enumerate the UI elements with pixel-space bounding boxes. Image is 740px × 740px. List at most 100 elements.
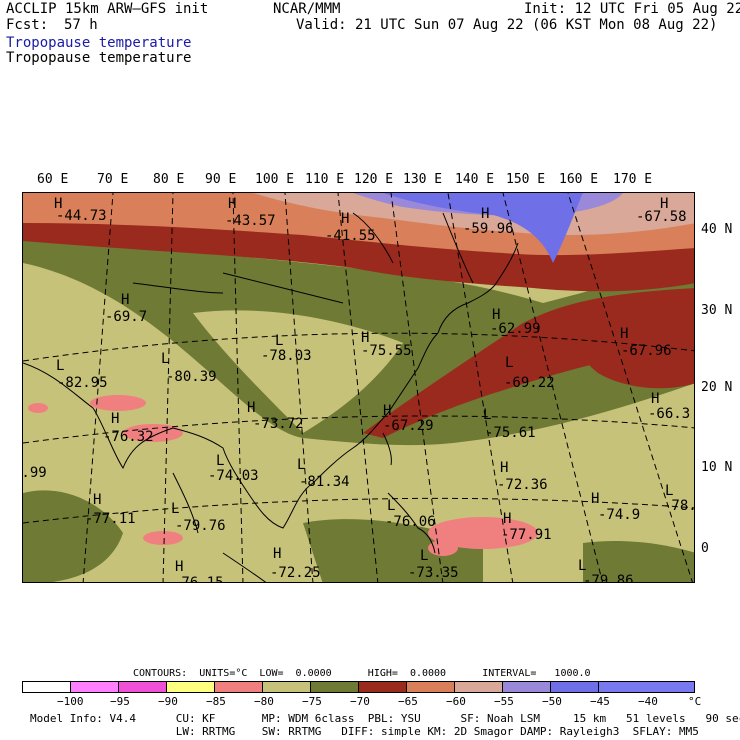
marker-value: -77.91 [501, 527, 552, 543]
marker-value: -75.61 [485, 425, 536, 441]
marker-value: -67.29 [383, 418, 434, 434]
marker-value: -43.57 [225, 213, 276, 229]
colorbar-swatch [406, 681, 455, 693]
marker-value: -81.34 [299, 474, 350, 490]
pressure-marker-high: H [620, 326, 629, 342]
marker-value: -82.95 [57, 375, 108, 391]
pressure-marker-low: L [420, 548, 429, 564]
pressure-marker-high: H [660, 196, 669, 212]
pressure-marker-low: L [161, 351, 170, 367]
lon-label: 170 E [613, 172, 653, 187]
init-time: Init: 12 UTC Fri 05 Aug 22 [524, 1, 740, 17]
contours-info: CONTOURS: UNITS=°C LOW= 0.0000 HIGH= 0.0… [133, 668, 591, 679]
pressure-marker-high: H [503, 511, 512, 527]
colorbar-swatch [598, 681, 695, 693]
colorbar-label: −100 [57, 695, 84, 708]
pressure-marker-high: H [481, 206, 490, 222]
lat-label: 0 [701, 541, 709, 556]
colorbar-swatch [214, 681, 263, 693]
marker-value: -73.72 [253, 416, 304, 432]
pressure-marker-high: H [651, 391, 660, 407]
pressure-marker-high: H [273, 546, 282, 562]
colorbar-label: −40 [638, 695, 658, 708]
lat-label: 40 N [701, 222, 733, 237]
marker-value: -74.03 [208, 468, 259, 484]
lon-label: 120 E [354, 172, 394, 187]
pressure-marker-high: H [383, 403, 392, 419]
model-info-line2: LW: RRTMG SW: RRTMG DIFF: simple KM: 2D … [30, 725, 699, 738]
colorbar-label: −75 [302, 695, 322, 708]
colorbar-swatch [358, 681, 407, 693]
map-shading [23, 193, 694, 582]
marker-value: -77.11 [85, 511, 136, 527]
pressure-marker-high: H [591, 491, 600, 507]
colorbar-label: −80 [254, 695, 274, 708]
marker-value: -78.03 [261, 348, 312, 364]
colorbar-label: −45 [590, 695, 610, 708]
valid-time: Valid: 21 UTC Sun 07 Aug 22 (06 KST Mon … [296, 17, 718, 33]
pressure-marker-low: L [578, 558, 587, 574]
pressure-marker-low: L [665, 483, 674, 499]
lon-label: 150 E [506, 172, 546, 187]
pressure-marker-low: L [171, 501, 180, 517]
field-title-contour: Tropopause temperature [6, 50, 192, 66]
lon-label: 130 E [403, 172, 443, 187]
model-title: ACCLIP 15km ARW–GFS init [6, 1, 209, 17]
colorbar-label: −65 [398, 695, 418, 708]
colorbar-swatch [70, 681, 119, 693]
marker-value: -80.39 [166, 369, 217, 385]
pressure-marker-high: H [341, 211, 350, 227]
lon-label: 60 E [37, 172, 69, 187]
lon-label: 80 E [153, 172, 185, 187]
colorbar-label: −95 [110, 695, 130, 708]
lon-label: 110 E [305, 172, 345, 187]
pressure-marker-high: H [93, 492, 102, 508]
lon-label: 70 E [97, 172, 129, 187]
pressure-marker-low: L [297, 457, 306, 473]
marker-value: 9.99 [22, 465, 47, 481]
colorbar-label: −90 [158, 695, 178, 708]
pressure-marker-high: H [121, 292, 130, 308]
pressure-marker-low: L [275, 333, 284, 349]
marker-value: -75.55 [361, 343, 412, 359]
pressure-marker-high: H [228, 196, 237, 212]
colorbar-swatch [310, 681, 359, 693]
marker-value: -62.99 [490, 321, 541, 337]
pressure-marker-low: L [483, 407, 492, 423]
pressure-marker-low: L [216, 453, 225, 469]
colorbar-swatch [118, 681, 167, 693]
pressure-marker-high: H [175, 559, 184, 575]
pressure-marker-high: H [361, 330, 370, 346]
pressure-marker-high: H [492, 307, 501, 323]
marker-value: -69.22 [504, 375, 555, 391]
marker-value: -67.58 [636, 209, 687, 225]
colorbar-swatch [262, 681, 311, 693]
marker-value: -74.9 [598, 507, 641, 523]
colorbar-label: −70 [350, 695, 370, 708]
lat-label: 30 N [701, 303, 733, 318]
pressure-marker-high: H [111, 411, 120, 427]
colorbar-unit: °C [688, 695, 702, 708]
marker-value: -76.06 [385, 514, 436, 530]
marker-value: -79.86 [583, 573, 634, 583]
pressure-marker-low: L [56, 358, 65, 374]
lat-label: 10 N [701, 460, 733, 475]
colorbar-swatch [550, 681, 599, 693]
colorbar-swatch [22, 681, 71, 693]
lon-label: 90 E [205, 172, 237, 187]
forecast-hour-value: 57 h [64, 17, 98, 33]
marker-value: -73.35 [408, 565, 459, 581]
marker-value: -59.96 [463, 221, 514, 237]
colorbar-swatch [166, 681, 215, 693]
marker-value: -72.25 [270, 565, 321, 581]
marker-value: -41.55 [325, 228, 376, 244]
lon-label: 160 E [559, 172, 599, 187]
pressure-marker-low: L [387, 498, 396, 514]
pressure-marker-high: H [500, 460, 509, 476]
field-title-shaded: Tropopause temperature [6, 35, 192, 51]
marker-value: -79.76 [175, 518, 226, 534]
marker-value: -76.15 [173, 575, 224, 583]
colorbar-swatch [454, 681, 503, 693]
colorbar-label: −50 [542, 695, 562, 708]
pressure-marker-high: H [54, 196, 63, 212]
